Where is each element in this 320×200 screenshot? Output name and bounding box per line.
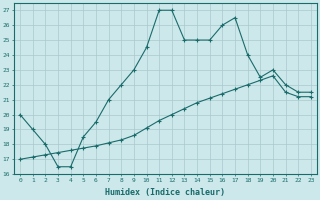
X-axis label: Humidex (Indice chaleur): Humidex (Indice chaleur) bbox=[106, 188, 226, 197]
